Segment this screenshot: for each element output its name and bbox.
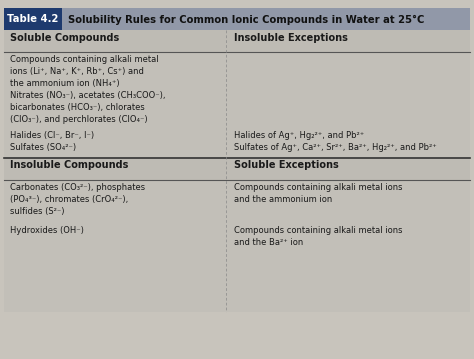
Text: Solubility Rules for Common Ionic Compounds in Water at 25°C: Solubility Rules for Common Ionic Compou… <box>68 14 424 24</box>
Text: Table 4.2: Table 4.2 <box>7 14 59 24</box>
Text: Sulfates (SO₄²⁻): Sulfates (SO₄²⁻) <box>10 143 76 152</box>
FancyBboxPatch shape <box>4 8 62 30</box>
Text: Insoluble Compounds: Insoluble Compounds <box>10 160 128 170</box>
Text: Nitrates (NO₃⁻), acetates (CH₃COO⁻),
bicarbonates (HCO₃⁻), chlorates
(ClO₃⁻), an: Nitrates (NO₃⁻), acetates (CH₃COO⁻), bic… <box>10 91 165 124</box>
FancyBboxPatch shape <box>4 30 470 312</box>
Text: Soluble Compounds: Soluble Compounds <box>10 33 119 43</box>
Text: Compounds containing alkali metal
ions (Li⁺, Na⁺, K⁺, Rb⁺, Cs⁺) and
the ammonium: Compounds containing alkali metal ions (… <box>10 55 159 88</box>
Text: Hydroxides (OH⁻): Hydroxides (OH⁻) <box>10 226 84 235</box>
FancyBboxPatch shape <box>4 30 470 52</box>
Text: Halides of Ag⁺, Hg₂²⁺, and Pb²⁺: Halides of Ag⁺, Hg₂²⁺, and Pb²⁺ <box>234 131 364 140</box>
Text: Insoluble Exceptions: Insoluble Exceptions <box>234 33 348 43</box>
Text: Compounds containing alkali metal ions
and the ammonium ion: Compounds containing alkali metal ions a… <box>234 183 402 204</box>
FancyBboxPatch shape <box>4 158 470 180</box>
Text: Sulfates of Ag⁺, Ca²⁺, Sr²⁺, Ba²⁺, Hg₂²⁺, and Pb²⁺: Sulfates of Ag⁺, Ca²⁺, Sr²⁺, Ba²⁺, Hg₂²⁺… <box>234 143 437 152</box>
Text: Soluble Exceptions: Soluble Exceptions <box>234 160 339 170</box>
FancyBboxPatch shape <box>4 8 470 30</box>
Text: Carbonates (CO₃²⁻), phosphates
(PO₄³⁻), chromates (CrO₄²⁻),
sulfides (S²⁻): Carbonates (CO₃²⁻), phosphates (PO₄³⁻), … <box>10 183 145 216</box>
Text: Compounds containing alkali metal ions
and the Ba²⁺ ion: Compounds containing alkali metal ions a… <box>234 226 402 247</box>
Text: Halides (Cl⁻, Br⁻, I⁻): Halides (Cl⁻, Br⁻, I⁻) <box>10 131 94 140</box>
